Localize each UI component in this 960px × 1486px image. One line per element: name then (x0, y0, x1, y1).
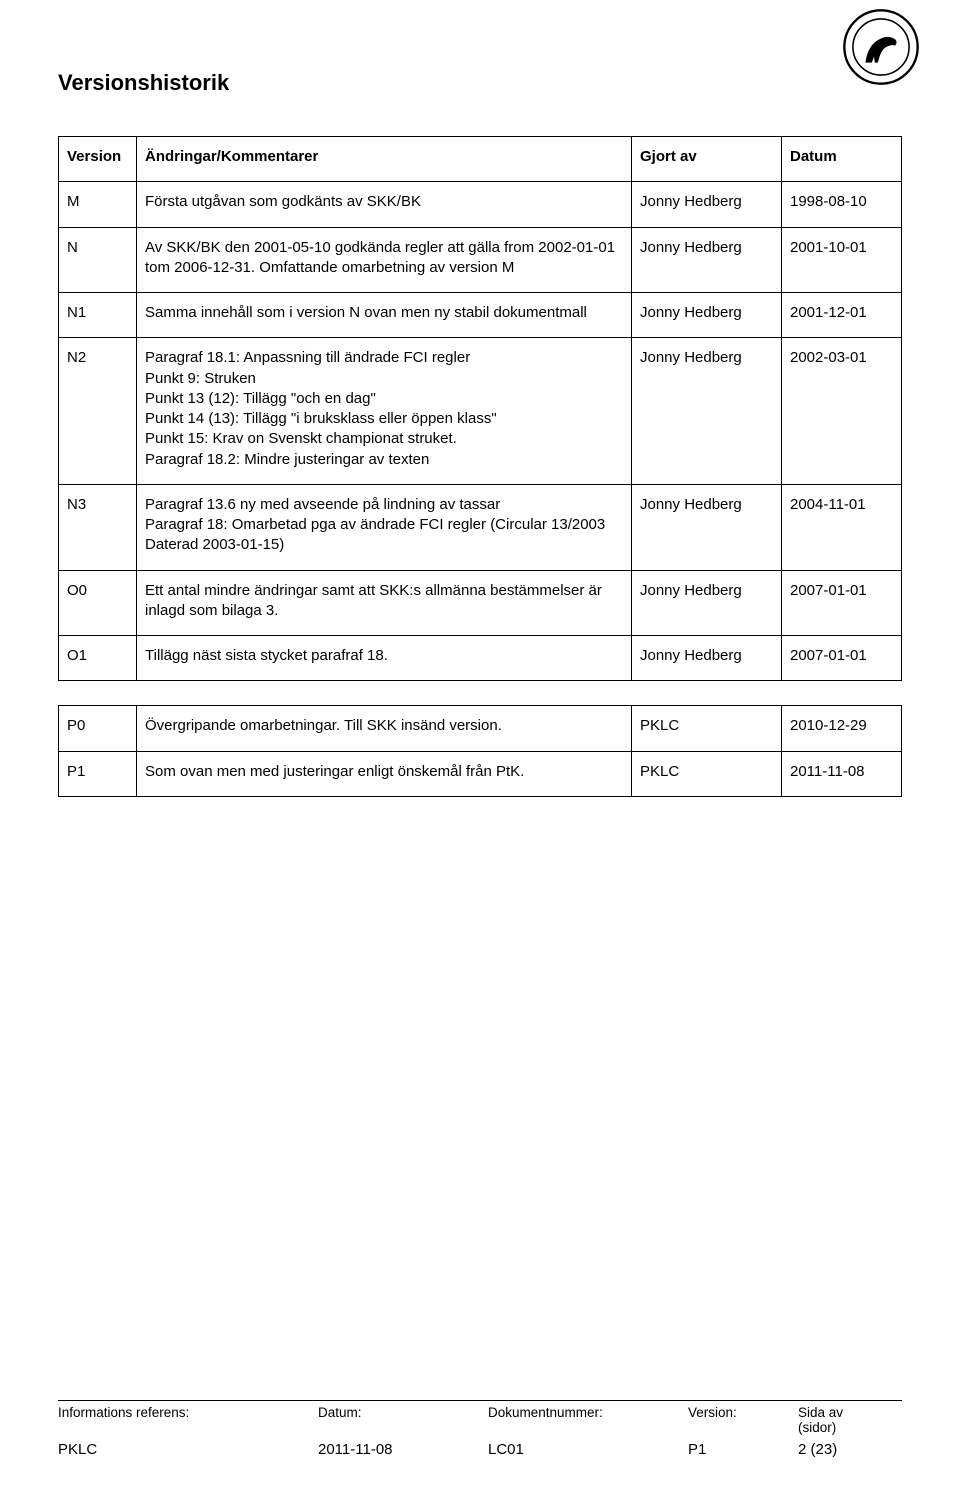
footer-label-ref: Informations referens: (58, 1405, 318, 1435)
cell-version: M (59, 182, 137, 227)
cell-date: 2011-11-08 (782, 751, 902, 796)
page-title: Versionshistorik (58, 70, 902, 96)
table-row: N3 Paragraf 13.6 ny med avseende på lind… (59, 484, 902, 570)
footer-value-page: 2 (23) (798, 1441, 902, 1458)
cell-desc: Paragraf 18.1: Anpassning till ändrade F… (137, 338, 632, 485)
table-row: N2 Paragraf 18.1: Anpassning till ändrad… (59, 338, 902, 485)
col-version: Version (59, 137, 137, 182)
cell-by: Jonny Hedberg (632, 484, 782, 570)
table-header-row: Version Ändringar/Kommentarer Gjort av D… (59, 137, 902, 182)
logo-image (842, 8, 920, 86)
cell-by: Jonny Hedberg (632, 636, 782, 681)
table-row: P1 Som ovan men med justeringar enligt ö… (59, 751, 902, 796)
table-row: N Av SKK/BK den 2001-05-10 godkända regl… (59, 227, 902, 293)
page-footer: Informations referens: Datum: Dokumentnu… (58, 1400, 902, 1458)
cell-desc: Tillägg näst sista stycket parafraf 18. (137, 636, 632, 681)
cell-by: Jonny Hedberg (632, 570, 782, 636)
cell-desc: Som ovan men med justeringar enligt önsk… (137, 751, 632, 796)
cell-by: Jonny Hedberg (632, 338, 782, 485)
footer-label-page: Sida av (sidor) (798, 1405, 902, 1435)
footer-labels-row: Informations referens: Datum: Dokumentnu… (58, 1405, 902, 1435)
table-row: N1 Samma innehåll som i version N ovan m… (59, 293, 902, 338)
cell-by: Jonny Hedberg (632, 227, 782, 293)
footer-label-docnum: Dokumentnummer: (488, 1405, 688, 1435)
cell-by: PKLC (632, 751, 782, 796)
col-date: Datum (782, 137, 902, 182)
version-table-2: P0 Övergripande omarbetningar. Till SKK … (58, 705, 902, 797)
cell-version: P0 (59, 706, 137, 751)
cell-desc: Övergripande omarbetningar. Till SKK ins… (137, 706, 632, 751)
cell-version: N (59, 227, 137, 293)
cell-version: N1 (59, 293, 137, 338)
cell-date: 2001-12-01 (782, 293, 902, 338)
table-row: O0 Ett antal mindre ändringar samt att S… (59, 570, 902, 636)
cell-date: 2007-01-01 (782, 570, 902, 636)
cell-version: N3 (59, 484, 137, 570)
cell-date: 2004-11-01 (782, 484, 902, 570)
footer-value-docnum: LC01 (488, 1441, 688, 1458)
cell-by: Jonny Hedberg (632, 182, 782, 227)
footer-label-version: Version: (688, 1405, 798, 1435)
footer-label-date: Datum: (318, 1405, 488, 1435)
cell-date: 1998-08-10 (782, 182, 902, 227)
table-row: M Första utgåvan som godkänts av SKK/BK … (59, 182, 902, 227)
cell-date: 2010-12-29 (782, 706, 902, 751)
table-row: P0 Övergripande omarbetningar. Till SKK … (59, 706, 902, 751)
cell-version: N2 (59, 338, 137, 485)
cell-date: 2007-01-01 (782, 636, 902, 681)
cell-version: O0 (59, 570, 137, 636)
footer-value-version: P1 (688, 1441, 798, 1458)
footer-value-date: 2011-11-08 (318, 1441, 488, 1458)
version-table-1: Version Ändringar/Kommentarer Gjort av D… (58, 136, 902, 681)
col-by: Gjort av (632, 137, 782, 182)
cell-version: O1 (59, 636, 137, 681)
cell-desc: Av SKK/BK den 2001-05-10 godkända regler… (137, 227, 632, 293)
col-desc: Ändringar/Kommentarer (137, 137, 632, 182)
cell-desc: Paragraf 13.6 ny med avseende på lindnin… (137, 484, 632, 570)
cell-by: Jonny Hedberg (632, 293, 782, 338)
footer-value-ref: PKLC (58, 1441, 318, 1458)
cell-desc: Ett antal mindre ändringar samt att SKK:… (137, 570, 632, 636)
cell-version: P1 (59, 751, 137, 796)
cell-by: PKLC (632, 706, 782, 751)
footer-values-row: PKLC 2011-11-08 LC01 P1 2 (23) (58, 1441, 902, 1458)
cell-desc: Samma innehåll som i version N ovan men … (137, 293, 632, 338)
cell-date: 2001-10-01 (782, 227, 902, 293)
table-row: O1 Tillägg näst sista stycket parafraf 1… (59, 636, 902, 681)
cell-date: 2002-03-01 (782, 338, 902, 485)
cell-desc: Första utgåvan som godkänts av SKK/BK (137, 182, 632, 227)
